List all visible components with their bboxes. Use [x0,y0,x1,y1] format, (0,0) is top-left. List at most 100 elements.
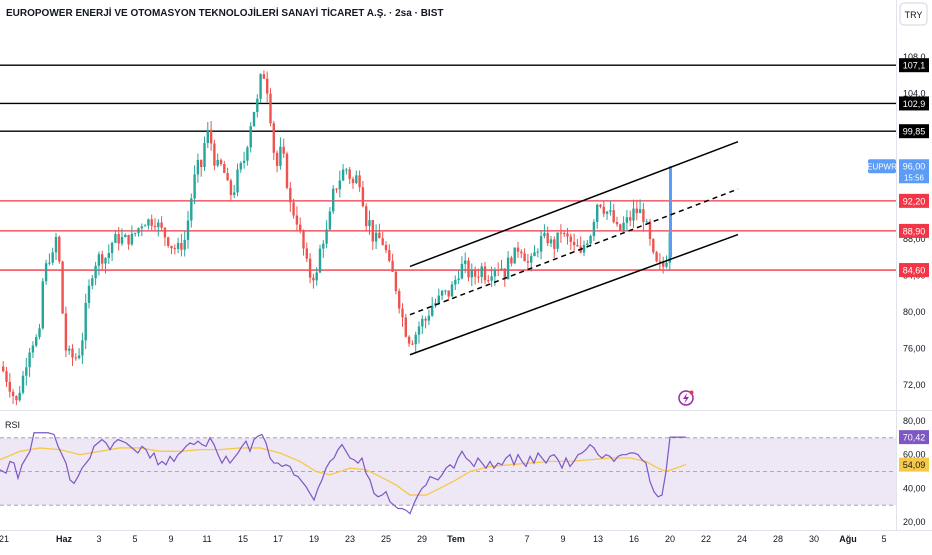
candle-body[interactable] [77,355,81,359]
candle-body[interactable] [302,230,305,249]
candle-body[interactable] [87,285,91,303]
candle-body[interactable] [480,266,483,278]
candle-body[interactable] [163,227,167,238]
candle-body[interactable] [256,98,259,112]
candle-body[interactable] [414,334,417,345]
candle-body[interactable] [110,242,114,254]
candle-body[interactable] [625,217,629,223]
candle-body[interactable] [180,243,183,250]
candle-body[interactable] [533,252,536,257]
candle-body[interactable] [38,328,41,338]
candle-body[interactable] [516,247,520,252]
candle-body[interactable] [361,187,365,207]
rsi-line[interactable] [0,432,686,515]
candle-body[interactable] [196,160,200,175]
candle-body[interactable] [576,245,579,247]
candle-body[interactable] [285,153,289,188]
candle-body[interactable] [520,251,523,254]
candle-body[interactable] [388,250,391,261]
candle-body[interactable] [295,215,299,225]
candle-body[interactable] [549,239,553,244]
candle-body[interactable] [477,276,480,278]
candle-body[interactable] [371,220,374,242]
rsi-ma-line[interactable] [0,447,687,496]
level-price-tag[interactable] [899,124,929,139]
candle-body[interactable] [64,313,68,351]
candle-body[interactable] [213,143,216,166]
candle-body[interactable] [223,164,226,173]
candle-body[interactable] [345,169,348,171]
candle-body[interactable] [596,204,599,222]
candle-body[interactable] [450,284,454,297]
candle-body[interactable] [15,396,18,401]
candle-body[interactable] [526,261,530,263]
candle-body[interactable] [242,160,246,163]
candle-body[interactable] [167,237,170,246]
candle-body[interactable] [266,78,269,94]
candle-body[interactable] [209,129,213,144]
candle-body[interactable] [104,258,107,264]
candle-body[interactable] [648,221,652,240]
candle-body[interactable] [510,257,513,264]
candle-body[interactable] [381,238,384,245]
channel-middle-line[interactable] [409,188,739,316]
candle-body[interactable] [124,234,127,238]
candle-body[interactable] [71,348,74,358]
candle-body[interactable] [355,175,358,184]
candle-body[interactable] [58,236,61,262]
candle-body[interactable] [559,232,563,234]
candle-body[interactable] [563,233,566,235]
candle-body[interactable] [200,160,203,168]
candle-body[interactable] [68,348,71,351]
candle-body[interactable] [153,225,157,228]
candle-body[interactable] [658,261,662,263]
candle-body[interactable] [299,224,302,231]
candle-body[interactable] [622,222,625,231]
candle-body[interactable] [454,279,457,285]
candle-body[interactable] [328,211,332,230]
candle-body[interactable] [365,206,368,227]
candle-body[interactable] [226,172,229,181]
candle-body[interactable] [170,245,173,249]
candle-body[interactable] [176,243,180,249]
candle-body[interactable] [147,219,150,226]
candle-body[interactable] [160,222,163,228]
candle-body[interactable] [440,290,444,296]
candle-body[interactable] [173,248,176,250]
candle-body[interactable] [431,305,434,316]
candle-body[interactable] [638,209,642,214]
ticker-tag[interactable] [868,159,896,174]
candle-body[interactable] [269,93,272,124]
candle-body[interactable] [493,269,497,277]
candle-body[interactable] [635,208,638,214]
candle-body[interactable] [8,381,11,392]
candle-body[interactable] [143,225,147,227]
candle-body[interactable] [652,239,655,253]
candle-body[interactable] [421,318,424,327]
candle-body[interactable] [186,220,190,240]
candle-body[interactable] [117,234,120,244]
candle-body[interactable] [127,234,130,245]
candle-body[interactable] [665,262,668,267]
candle-body[interactable] [61,261,64,314]
candle-body[interactable] [391,260,394,272]
candle-body[interactable] [332,188,335,212]
candle-body[interactable] [602,206,605,214]
candle-body[interactable] [599,204,602,207]
candle-body[interactable] [216,160,219,166]
candle-body[interactable] [193,174,196,199]
candle-body[interactable] [407,336,411,344]
candle-body[interactable] [411,343,414,345]
candle-body[interactable] [140,226,143,229]
candle-body[interactable] [368,220,371,227]
candle-body[interactable] [275,152,279,166]
candle-body[interactable] [236,169,239,193]
candle-body[interactable] [150,219,153,226]
candle-body[interactable] [262,74,266,79]
candle-body[interactable] [662,262,665,267]
main-pane[interactable] [0,0,896,410]
channel-upper-line[interactable] [409,140,739,268]
candle-body[interactable] [470,270,473,278]
candle-body[interactable] [183,239,186,250]
candle-body[interactable] [447,290,450,297]
